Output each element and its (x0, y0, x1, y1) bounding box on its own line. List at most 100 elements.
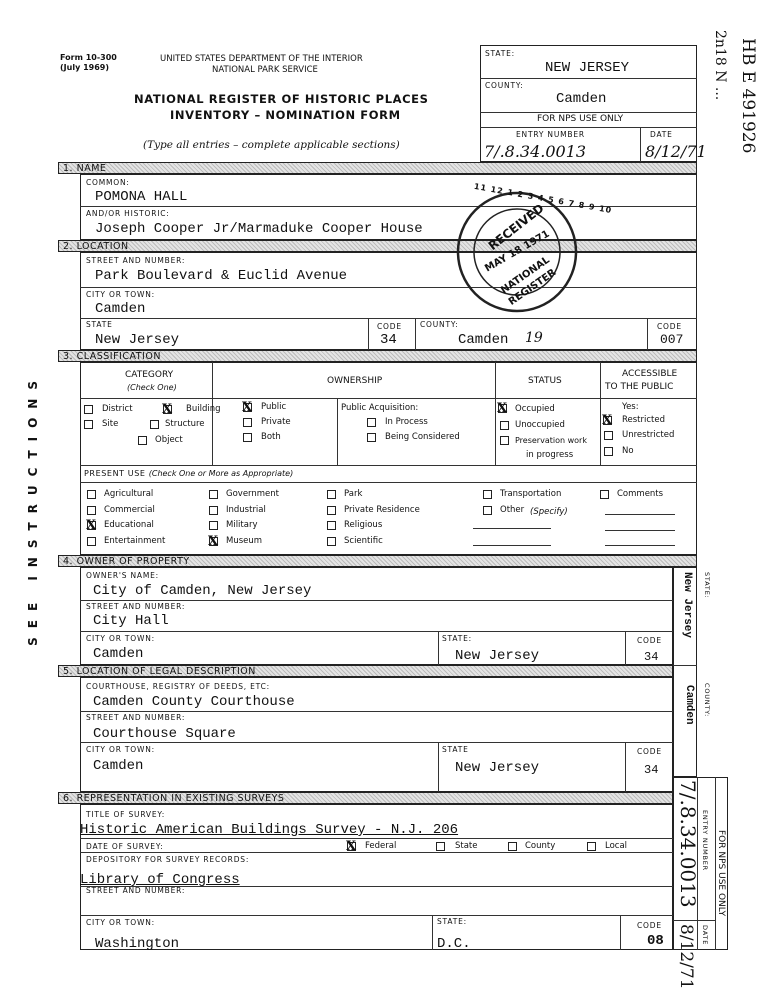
status-occupied-label: Occupied (515, 404, 555, 414)
use-religious-label: Religious (344, 520, 383, 530)
use-government-checkbox[interactable] (209, 490, 218, 499)
owner-side-state-label: STATE: (703, 572, 711, 599)
location-street: Park Boulevard & Euclid Avenue (95, 268, 348, 284)
nps-state-label: STATE: (485, 49, 515, 58)
side-nps-label: FOR NPS USE ONLY (716, 830, 726, 917)
use-park-label: Park (344, 489, 363, 499)
use-museum-checkbox[interactable] (208, 534, 218, 549)
use-industrial-label: Industrial (226, 505, 266, 515)
acquisition-label: Public Acquisition: (341, 403, 419, 413)
use-comments-checkbox[interactable] (600, 490, 609, 499)
use-other-label: Other (500, 505, 525, 515)
present-use-label: PRESENT USE (Check One or More as Approp… (84, 469, 294, 478)
level-state-label: State (455, 841, 478, 851)
accessible-restricted-checkbox[interactable] (602, 413, 612, 428)
depository-state-label: STATE: (437, 917, 467, 926)
use-commercial-checkbox[interactable] (87, 506, 96, 515)
ownership-public-label: Public (261, 402, 287, 412)
date-label: DATE (650, 130, 673, 139)
owner-state: New Jersey (455, 648, 540, 664)
use-commercial-label: Commercial (104, 505, 155, 515)
owner-state-label: STATE: (442, 634, 472, 643)
legal-side-county-label: COUNTY: (703, 683, 711, 718)
survey-date-label: DATE OF SURVEY: (86, 842, 164, 851)
use-religious-checkbox[interactable] (327, 521, 336, 530)
legal-state-label: STATE (442, 745, 469, 754)
category-building-checkbox[interactable] (162, 402, 172, 417)
use-park-checkbox[interactable] (327, 490, 336, 499)
legal-side-county: Camden (683, 685, 695, 725)
location-county: Camden (458, 332, 509, 348)
state-label: STATE (86, 320, 113, 329)
status-preservation-checkbox[interactable] (500, 436, 509, 445)
owner-code: 34 (644, 650, 659, 664)
survey-title-label: TITLE OF SURVEY: (86, 810, 166, 819)
nps-county-label: COUNTY: (485, 81, 524, 90)
type-instructions: (Type all entries – complete applicable … (143, 139, 400, 151)
level-federal-checkbox[interactable] (346, 839, 356, 854)
nps-box (480, 45, 697, 162)
level-county-label: County (525, 841, 556, 851)
ownership-both-checkbox[interactable] (243, 433, 252, 442)
county-label: COUNTY: (420, 320, 459, 329)
use-educational-checkbox[interactable] (86, 518, 96, 533)
category-site-label: Site (102, 419, 119, 429)
accessible-no-label: No (622, 446, 634, 456)
ownership-both-label: Both (261, 432, 281, 442)
county-code: 007 (660, 332, 684, 347)
side-entry-number: 7/.8.34.0013 (676, 780, 700, 908)
status-occupied-checkbox[interactable] (497, 401, 507, 416)
historic-label: AND/OR HISTORIC: (86, 209, 170, 218)
depository-code: 08 (647, 933, 664, 949)
acquisition-considered-checkbox[interactable] (367, 433, 376, 442)
status-header: STATUS (528, 376, 562, 386)
depository-state: D.C. (437, 936, 471, 952)
use-agricultural-checkbox[interactable] (87, 490, 96, 499)
service: NATIONAL PARK SERVICE (212, 65, 318, 75)
ownership-header: OWNERSHIP (327, 376, 383, 386)
entry-number-label: ENTRY NUMBER (516, 130, 585, 139)
state-code: 34 (380, 332, 397, 348)
use-other-checkbox[interactable] (483, 506, 492, 515)
legal-state: New Jersey (455, 760, 540, 776)
level-county-checkbox[interactable] (508, 842, 517, 851)
level-federal-label: Federal (365, 841, 397, 851)
survey-title: Historic American Buildings Survey - N.J… (80, 822, 459, 838)
category-district-checkbox[interactable] (84, 405, 93, 414)
acquisition-in-process-checkbox[interactable] (367, 418, 376, 427)
depository-city: Washington (95, 936, 180, 952)
accessible-restricted-label: Restricted (622, 415, 666, 425)
legal-street: Courthouse Square (93, 726, 236, 742)
level-local-checkbox[interactable] (587, 842, 596, 851)
county-code-label: CODE (657, 322, 682, 331)
category-object-checkbox[interactable] (138, 436, 147, 445)
status-unoccupied-checkbox[interactable] (500, 421, 509, 430)
use-entertainment-checkbox[interactable] (87, 537, 96, 546)
category-header: CATEGORY (125, 370, 174, 380)
legal-code-label: CODE (637, 747, 662, 756)
ownership-public-checkbox[interactable] (242, 400, 252, 415)
form-date: (July 1969) (60, 63, 109, 72)
category-site-checkbox[interactable] (84, 420, 93, 429)
level-state-checkbox[interactable] (436, 842, 445, 851)
use-transportation-checkbox[interactable] (483, 490, 492, 499)
use-private-residence-checkbox[interactable] (327, 506, 336, 515)
use-scientific-checkbox[interactable] (327, 537, 336, 546)
accessible-unrestricted-checkbox[interactable] (604, 431, 613, 440)
depository-label: DEPOSITORY FOR SURVEY RECORDS: (86, 855, 250, 864)
received-stamp: RECEIVED MAY 18 1971 NATIONAL REGISTER 1… (455, 182, 613, 315)
form-title-2: INVENTORY – NOMINATION FORM (170, 108, 401, 122)
ownership-private-checkbox[interactable] (243, 418, 252, 427)
accessible-no-checkbox[interactable] (604, 447, 613, 456)
category-structure-checkbox[interactable] (150, 420, 159, 429)
side-date-label: DATE (701, 925, 709, 946)
owner-side-state: New Jersey (681, 572, 693, 639)
level-local-label: Local (605, 841, 628, 851)
status-in-progress-label: in progress (526, 450, 574, 460)
category-district-label: District (102, 404, 133, 414)
form-number: Form 10-300 (60, 53, 117, 62)
entry-date: 8/12/71 (645, 142, 707, 161)
use-industrial-checkbox[interactable] (209, 506, 218, 515)
accessible-yes-label: Yes: (622, 402, 639, 412)
use-military-checkbox[interactable] (209, 521, 218, 530)
